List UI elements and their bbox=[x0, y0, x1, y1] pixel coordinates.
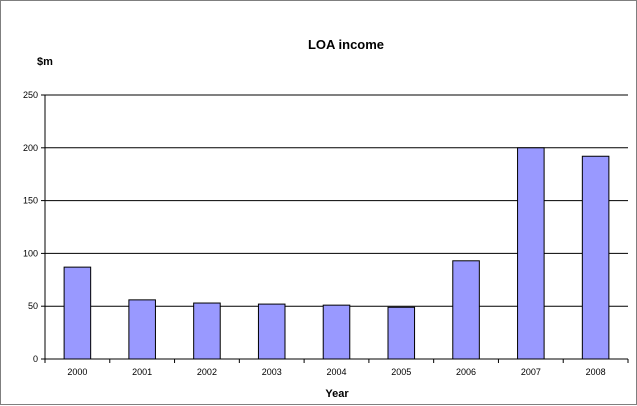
tick-labels: 0 50 100 150 200 250 2000 2001 2002 2003 2004 2005 2… bbox=[23, 90, 606, 377]
y-axis-title: $m bbox=[37, 56, 53, 68]
x-tick-label: 2004 bbox=[326, 367, 346, 377]
y-tick-label: 100 bbox=[23, 248, 38, 258]
axes bbox=[41, 94, 629, 363]
y-tick-label: 0 bbox=[33, 354, 38, 364]
bar-2008 bbox=[581, 155, 610, 360]
x-tick-label: 2002 bbox=[197, 367, 217, 377]
x-axis-title: Year bbox=[325, 388, 349, 400]
bar-2001 bbox=[128, 299, 156, 360]
y-tick-label: 50 bbox=[28, 301, 38, 311]
y-tick-label: 250 bbox=[23, 90, 38, 100]
bar-2004 bbox=[322, 304, 351, 360]
x-tick-label: 2005 bbox=[391, 367, 411, 377]
bar-2002 bbox=[193, 302, 221, 360]
bar-2003 bbox=[257, 303, 286, 360]
x-tick-label: 2001 bbox=[132, 367, 152, 377]
bar-2007 bbox=[517, 147, 545, 360]
bars bbox=[63, 147, 610, 360]
bar-2005 bbox=[387, 306, 416, 360]
x-tick-label: 2003 bbox=[262, 367, 282, 377]
chart-title: LOA income bbox=[308, 37, 384, 52]
x-tick-label: 2000 bbox=[67, 367, 87, 377]
bar-2000 bbox=[63, 266, 92, 360]
x-tick-label: 2008 bbox=[586, 367, 606, 377]
y-tick-label: 200 bbox=[23, 143, 38, 153]
x-tick-label: 2007 bbox=[521, 367, 541, 377]
y-tick-label: 150 bbox=[23, 196, 38, 206]
bar-2006 bbox=[452, 260, 480, 360]
x-tick-label: 2006 bbox=[456, 367, 476, 377]
